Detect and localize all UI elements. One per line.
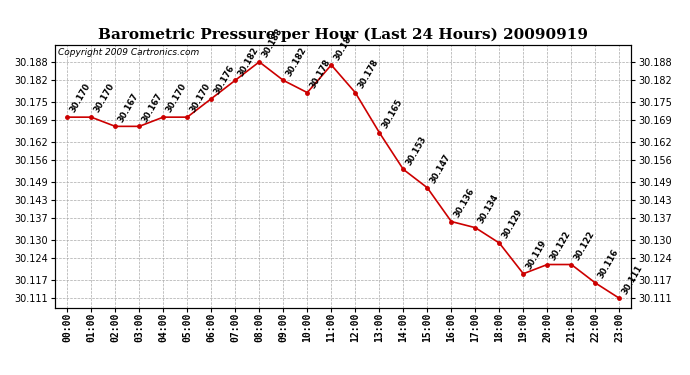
Text: 30.170: 30.170 [188,82,213,114]
Text: 30.170: 30.170 [68,82,92,114]
Text: 30.116: 30.116 [597,248,621,280]
Text: 30.170: 30.170 [92,82,117,114]
Text: 30.122: 30.122 [549,229,573,262]
Text: 30.119: 30.119 [524,238,549,271]
Text: 30.167: 30.167 [117,91,141,124]
Text: 30.176: 30.176 [213,63,237,96]
Text: 30.178: 30.178 [357,57,380,90]
Text: 30.178: 30.178 [308,57,333,90]
Text: 30.170: 30.170 [165,82,188,114]
Title: Barometric Pressure per Hour (Last 24 Hours) 20090919: Barometric Pressure per Hour (Last 24 Ho… [98,28,589,42]
Text: 30.147: 30.147 [428,153,453,185]
Text: 30.165: 30.165 [381,97,404,130]
Text: 30.182: 30.182 [285,45,308,78]
Text: 30.188: 30.188 [261,27,284,59]
Text: 30.182: 30.182 [237,45,261,78]
Text: 30.129: 30.129 [501,208,524,240]
Text: 30.122: 30.122 [573,229,597,262]
Text: 30.187: 30.187 [333,30,357,62]
Text: 30.167: 30.167 [141,91,164,124]
Text: 30.134: 30.134 [477,192,501,225]
Text: 30.153: 30.153 [404,134,428,166]
Text: 30.136: 30.136 [453,186,477,219]
Text: Copyright 2009 Cartronics.com: Copyright 2009 Cartronics.com [58,48,199,57]
Text: 30.111: 30.111 [621,263,644,296]
